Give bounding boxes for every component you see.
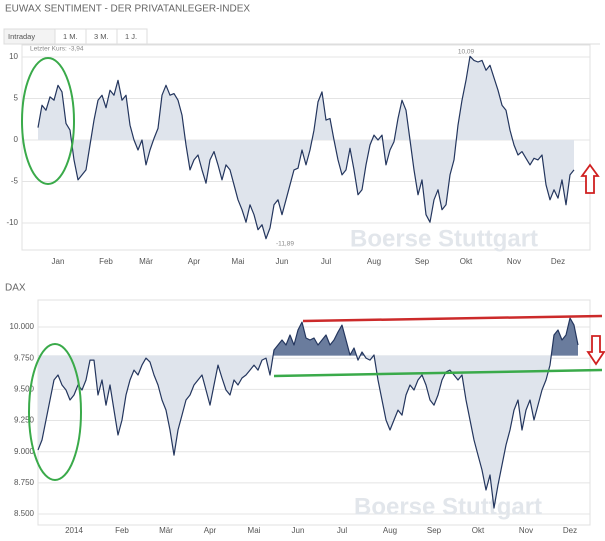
x-tick-label: Sep bbox=[415, 257, 430, 266]
up-arrow bbox=[580, 163, 600, 194]
y-tick-label: 9.250 bbox=[14, 416, 35, 425]
plots: EUWAX SENTIMENT - DER PRIVATANLEGER-INDE… bbox=[5, 4, 591, 535]
y-tick-label: -10 bbox=[6, 218, 18, 227]
x-tick-label: Aug bbox=[367, 257, 381, 266]
x-tick-label: Mai bbox=[248, 526, 261, 535]
x-tick-label: Jun bbox=[292, 526, 305, 535]
tab-label[interactable]: 1 M. bbox=[63, 32, 78, 41]
x-tick-label: Nov bbox=[519, 526, 533, 535]
y-tick-label: 0 bbox=[14, 135, 19, 144]
x-tick-label: Mär bbox=[139, 257, 153, 266]
x-tick-label: Okt bbox=[472, 526, 485, 535]
tab-bar: Intraday 1 M. 3 M. 1 J. bbox=[3, 28, 600, 45]
area-fill bbox=[71, 140, 574, 239]
y-tick-label: 8.500 bbox=[14, 509, 35, 518]
x-tick-label: Jun bbox=[276, 257, 289, 266]
x-tick-label: Nov bbox=[507, 257, 521, 266]
x-tick-label: Apr bbox=[188, 257, 201, 266]
tab-label[interactable]: 1 J. bbox=[125, 32, 137, 41]
tab-label[interactable]: 3 M. bbox=[94, 32, 109, 41]
y-tick-label: -5 bbox=[11, 177, 19, 186]
support-line bbox=[273, 368, 603, 378]
y-tick-label: 9.500 bbox=[14, 384, 35, 393]
plot-frame bbox=[21, 44, 591, 251]
annotation: Letzter Kurs: -3,94 bbox=[30, 46, 84, 53]
y-tick-label: 9.000 bbox=[14, 447, 35, 456]
overlay-annotations bbox=[21, 57, 605, 481]
highlight-ellipse bbox=[28, 343, 82, 481]
chart-title: DAX bbox=[5, 283, 26, 294]
x-tick-label: Dez bbox=[563, 526, 577, 535]
area-fill bbox=[38, 56, 574, 141]
y-tick-label: 10.000 bbox=[10, 322, 35, 331]
area-fill bbox=[38, 318, 578, 356]
x-tick-label: Apr bbox=[204, 526, 217, 535]
x-tick-label: Mär bbox=[159, 526, 173, 535]
x-tick-label: 2014 bbox=[65, 526, 83, 535]
x-tick-label: Sep bbox=[427, 526, 442, 535]
area-fill bbox=[38, 355, 552, 508]
y-tick-label: 9.750 bbox=[14, 353, 35, 362]
x-tick-label: Aug bbox=[383, 526, 397, 535]
annotation: 10,09 bbox=[458, 49, 475, 56]
y-tick-label: 8.750 bbox=[14, 478, 35, 487]
x-tick-label: Jul bbox=[321, 257, 331, 266]
x-tick-label: Mai bbox=[232, 257, 245, 266]
chart-title: EUWAX SENTIMENT - DER PRIVATANLEGER-INDE… bbox=[5, 4, 250, 15]
x-tick-label: Jul bbox=[337, 526, 347, 535]
y-tick-label: 10 bbox=[9, 52, 18, 61]
tab-label[interactable]: Intraday bbox=[8, 32, 35, 41]
line bbox=[37, 317, 579, 509]
watermark: Boerse Stuttgart bbox=[354, 493, 542, 520]
down-arrow bbox=[586, 335, 605, 366]
watermark: Boerse Stuttgart bbox=[350, 225, 538, 252]
x-tick-label: Jan bbox=[52, 257, 65, 266]
line bbox=[37, 55, 575, 240]
x-tick-label: Dez bbox=[551, 257, 565, 266]
x-tick-label: Okt bbox=[460, 257, 473, 266]
tab[interactable] bbox=[116, 28, 148, 45]
x-tick-label: Feb bbox=[99, 257, 113, 266]
y-tick-label: 5 bbox=[14, 94, 19, 103]
resistance-line bbox=[302, 314, 603, 323]
x-tick-label: Feb bbox=[115, 526, 129, 535]
highlight-ellipse bbox=[21, 57, 75, 185]
annotation: -11,89 bbox=[276, 241, 294, 248]
